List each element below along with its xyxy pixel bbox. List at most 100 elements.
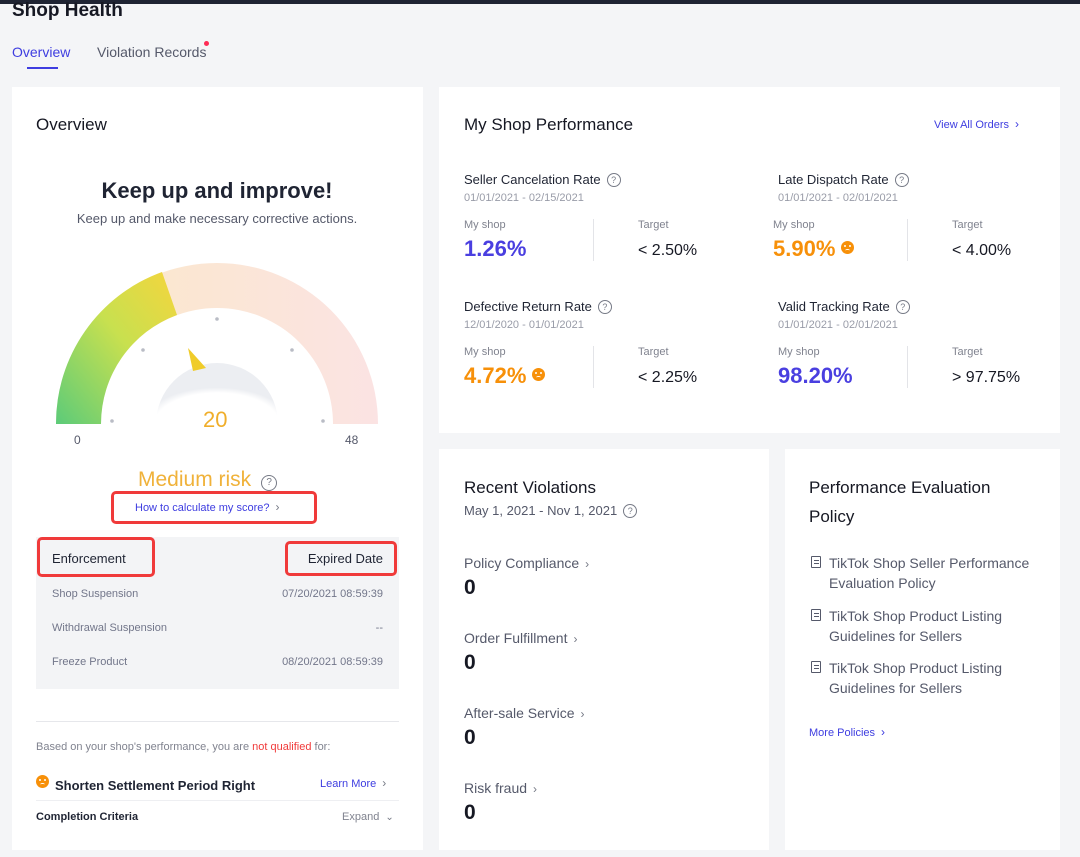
violation-category-link[interactable]: Policy Compliance › [464,555,589,571]
divider [36,800,399,801]
highlight-box-expired [285,541,397,576]
metric-target: < 2.50% [638,242,698,259]
policy-link-line2: Evaluation Policy [829,575,936,591]
more-policies-link[interactable]: More Policies › [809,725,885,739]
help-icon[interactable]: ? [894,173,909,187]
metric-name-text: Valid Tracking Rate [778,299,890,314]
table-row: Withdrawal Suspension -- [52,622,383,634]
metric-target: < 4.00% [952,242,1012,259]
overview-title: Overview [36,115,107,134]
gauge-pointer [188,348,206,371]
violation-category-link[interactable]: After-sale Service › [464,705,584,721]
table-row: Shop Suspension 07/20/2021 08:59:39 [52,588,383,600]
violation-category-link[interactable]: Risk fraud › [464,780,537,796]
benefit-name: Shorten Settlement Period Right [55,778,256,793]
learn-more-link[interactable]: Learn More › [320,776,386,790]
gauge-fill [55,272,178,424]
violation-count: 0 [464,726,476,749]
chevron-right-icon: › [382,776,387,790]
violation-count: 0 [464,651,476,674]
metric-range: 12/01/2020 - 01/01/2021 [464,319,584,331]
violation-label: Policy Compliance [464,555,580,571]
enforcement-header: Enforcement [52,551,126,566]
chevron-right-icon: › [585,557,590,571]
calc-score-link[interactable]: How to calculate my score? › [135,500,280,514]
chevron-right-icon: › [580,707,585,721]
chevron-right-icon: › [275,500,280,514]
document-icon [811,609,821,621]
view-all-orders-text: View All Orders [934,119,1009,131]
my-shop-label: My shop [778,346,820,358]
enforcement-name: Withdrawal Suspension [52,622,167,634]
expand-button[interactable]: Expand ⌄ [342,811,394,823]
policy-link[interactable]: TikTok Shop Seller Performance Evaluatio… [809,553,1059,593]
subheadline: Keep up and make necessary corrective ac… [76,211,358,226]
metric-range: 01/01/2021 - 02/01/2021 [778,192,898,204]
chevron-right-icon: › [533,782,538,796]
gauge-min-label: 0 [74,433,81,447]
metric-value-row: 4.72% [464,363,546,389]
target-label: Target [638,346,669,358]
risk-gauge [55,263,378,424]
metric-value: 5.90% [773,236,836,261]
policy-link[interactable]: TikTok Shop Product Listing Guidelines f… [809,658,1059,698]
view-all-orders-link[interactable]: View All Orders › [934,117,1019,131]
metric-value-row: 5.90% [773,236,855,262]
gauge-inner [156,363,278,424]
help-icon[interactable]: ? [597,300,612,314]
policy-link[interactable]: TikTok Shop Product Listing Guidelines f… [809,606,1059,646]
document-icon [811,556,821,568]
gauge-max-label: 48 [345,433,359,447]
sad-face-icon [841,241,855,254]
divider [593,219,594,261]
metric-target: < 2.25% [638,369,698,386]
policy-link-line2: Guidelines for Sellers [829,680,963,696]
metric-target: > 97.75% [952,369,1021,386]
performance-title: My Shop Performance [464,115,634,134]
document-icon [811,661,821,673]
window-top-border [0,0,1080,4]
divider [593,346,594,388]
metric-name: Late Dispatch Rate? [778,172,909,187]
policy-title-line2: Policy [809,507,855,526]
metric-value: 4.72% [464,363,527,388]
metric-range: 01/01/2021 - 02/15/2021 [464,192,584,204]
expired-date-header: Expired Date [307,551,383,566]
help-icon[interactable]: ? [895,300,910,314]
metric-value: 1.26% [464,236,527,261]
learn-more-text: Learn More [320,778,377,790]
recent-violations-card: Recent Violations May 1, 2021 - Nov 1, 2… [439,449,769,850]
chevron-down-icon: ⌄ [385,812,394,823]
notification-dot [204,41,209,46]
tab-overview[interactable]: Overview [12,44,71,60]
policy-link-line1: TikTok Shop Product Listing [829,608,1003,624]
policy-link-line1: TikTok Shop Seller Performance [829,555,1030,571]
policy-card: Performance Evaluation Policy TikTok Sho… [785,449,1060,850]
violations-range: May 1, 2021 - Nov 1, 2021? [464,503,638,518]
help-icon[interactable]: ? [606,173,621,187]
gauge-score: 20 [203,407,228,432]
calc-score-link-text: How to calculate my score? [135,502,270,514]
enforcement-date: -- [375,622,383,634]
risk-level: Medium risk? [138,468,278,492]
more-policies-text: More Policies [809,727,876,739]
tab-violation-records[interactable]: Violation Records [97,44,207,60]
violation-category-link[interactable]: Order Fulfillment › [464,630,577,646]
violation-label: After-sale Service [464,705,575,721]
policy-link-line1: TikTok Shop Product Listing [829,660,1003,676]
my-shop-label: My shop [773,219,815,231]
metric-name: Valid Tracking Rate? [778,299,910,314]
violation-count: 0 [464,576,476,599]
help-icon[interactable]: ? [623,504,638,518]
my-shop-label: My shop [464,346,506,358]
violation-label: Risk fraud [464,780,528,796]
performance-card: My Shop Performance View All Orders › Sel… [439,87,1060,433]
risk-help-icon[interactable]: ? [261,475,278,491]
violation-label: Order Fulfillment [464,630,568,646]
target-label: Target [952,346,983,358]
chevron-right-icon: › [881,725,886,739]
enforcement-name: Shop Suspension [52,588,139,600]
violations-range-text: May 1, 2021 - Nov 1, 2021 [464,503,618,518]
violations-title: Recent Violations [464,478,596,497]
sad-face-icon [532,368,546,381]
